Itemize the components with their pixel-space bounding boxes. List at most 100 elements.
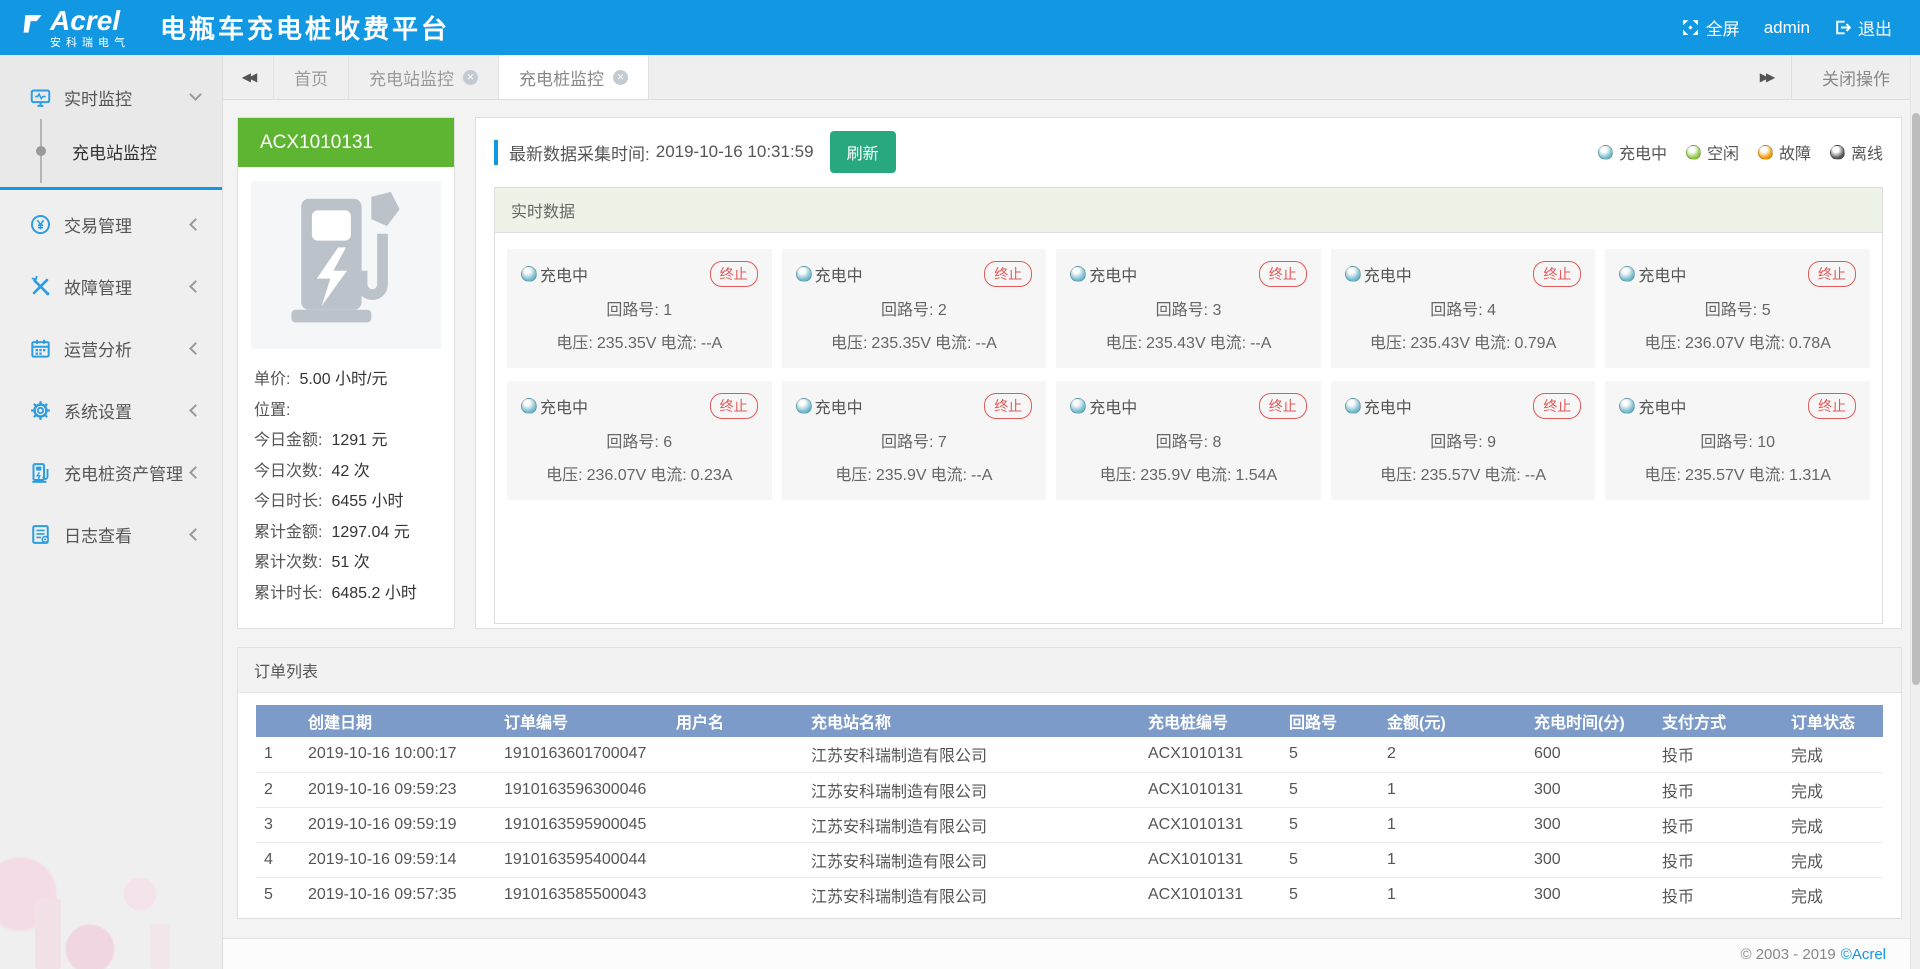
terminate-button[interactable]: 终止: [710, 261, 758, 287]
scrollbar-thumb[interactable]: [1912, 113, 1920, 685]
circuit-card-7: 充电中终止回路号: 7电压:235.9V电流:--A: [782, 381, 1047, 500]
index-column-header: [256, 705, 300, 737]
analysis-icon: [30, 338, 51, 359]
voltage-label: 电压:: [835, 467, 871, 484]
sidebar-menu: 实时监控充电站监控交易管理故障管理运营分析系统设置充电桩资产管理日志查看: [0, 55, 222, 562]
current-value: --A: [975, 335, 996, 352]
tab-close-icon[interactable]: ✕: [463, 70, 478, 85]
sidebar-item-operation-analysis[interactable]: 运营分析: [0, 320, 222, 376]
terminate-button[interactable]: 终止: [1533, 261, 1581, 287]
status-dot-icon: [1758, 145, 1773, 160]
stat-label: 累计次数:: [254, 548, 322, 579]
circuit-status-label: 充电中: [815, 262, 863, 286]
current-label: 电流:: [931, 467, 967, 484]
terminate-button[interactable]: 终止: [1533, 393, 1581, 419]
circuit-number-line: 回路号: 2: [796, 296, 1033, 320]
device-id: ACX1010131: [238, 118, 454, 167]
close-operations-button[interactable]: 关闭操作: [1791, 55, 1920, 99]
table-cell: 2: [1379, 737, 1526, 772]
sidebar-item-fault-mgmt[interactable]: 故障管理: [0, 258, 222, 314]
sidebar-item-pile-asset-mgmt[interactable]: 充电桩资产管理: [0, 444, 222, 500]
current-label: 电流:: [935, 335, 971, 352]
tab-close-icon[interactable]: ✕: [613, 70, 628, 85]
circuit-values-line: 电压:236.07V电流:0.78A: [1619, 329, 1856, 353]
table-cell: 600: [1526, 737, 1654, 772]
table-cell: 300: [1526, 842, 1654, 877]
circuit-number-line: 回路号: 9: [1345, 428, 1582, 452]
charging-status-dot-icon: [796, 398, 812, 414]
circuit-card-header: 充电中终止: [521, 393, 758, 419]
collect-time-value: 2019-10-16 10:31:59: [656, 142, 814, 162]
sidebar-item-system-settings[interactable]: 系统设置: [0, 382, 222, 438]
fullscreen-button[interactable]: 全屏: [1682, 15, 1740, 40]
circuit-card-4: 充电中终止回路号: 4电压:235.43V电流:0.79A: [1331, 249, 1596, 368]
terminate-button[interactable]: 终止: [984, 393, 1032, 419]
footer-brand-link[interactable]: ©Acrel: [1841, 946, 1886, 963]
table-cell: [668, 807, 803, 842]
table-row: 12019-10-16 10:00:171910163601700047江苏安科…: [256, 737, 1883, 772]
circuit-number-label: 回路号:: [1156, 302, 1208, 319]
circuit-number-value: 4: [1487, 302, 1496, 319]
voltage-label: 电压:: [1380, 467, 1416, 484]
current-value: --A: [1250, 335, 1271, 352]
circuit-number-line: 回路号: 10: [1619, 428, 1856, 452]
page-scrollbar[interactable]: [1910, 55, 1920, 969]
circuit-number-value: 6: [663, 434, 672, 451]
sidebar-item-log-view[interactable]: 日志查看: [0, 506, 222, 562]
tab-station-monitor[interactable]: 充电站监控 ✕: [349, 55, 499, 99]
refresh-button[interactable]: 刷新: [830, 131, 896, 173]
sidebar-item-realtime-monitor[interactable]: 实时监控: [0, 69, 222, 125]
table-cell: 5: [1281, 772, 1379, 807]
table-cell: 300: [1526, 807, 1654, 842]
terminate-button[interactable]: 终止: [1259, 261, 1307, 287]
table-cell: 5: [256, 877, 300, 912]
table-cell: 1: [1379, 842, 1526, 877]
circuit-status-label: 充电中: [1364, 262, 1412, 286]
table-cell: ACX1010131: [1140, 877, 1281, 912]
tab-home[interactable]: 首页: [273, 55, 349, 99]
circuit-card-6: 充电中终止回路号: 6电压:236.07V电流:0.23A: [507, 381, 772, 500]
logout-button[interactable]: 退出: [1834, 15, 1892, 40]
current-label: 电流:: [1474, 335, 1510, 352]
device-icon-box: [251, 181, 441, 349]
log-icon: [30, 524, 51, 545]
chevron-left-icon: [189, 404, 202, 417]
chevron-down-icon: [189, 88, 202, 101]
scroll-tabs-left-icon[interactable]: ◀◀: [223, 55, 273, 99]
charging-status-dot-icon: [1070, 398, 1086, 414]
device-stats: 单价:5.00 小时/元位置:今日金额:1291 元今日次数:42 次今日时长:…: [238, 363, 454, 611]
circuit-number-label: 回路号:: [1705, 302, 1757, 319]
orders-table-wrap: 创建日期订单编号用户名充电站名称充电桩编号回路号金额(元)充电时间(分)支付方式…: [238, 693, 1901, 918]
tab-pile-monitor[interactable]: 充电桩监控✕: [499, 55, 649, 99]
table-cell: 江苏安科瑞制造有限公司: [803, 737, 1140, 772]
terminate-button[interactable]: 终止: [1259, 393, 1307, 419]
current-label: 电流:: [1210, 335, 1246, 352]
voltage-value: 235.57V: [1421, 467, 1481, 484]
circuit-card-header: 充电中终止: [1345, 393, 1582, 419]
sidebar-subitem-station-monitor[interactable]: 充电站监控: [0, 125, 222, 177]
accent-bar: [494, 140, 498, 165]
terminate-button[interactable]: 终止: [710, 393, 758, 419]
table-cell: 完成: [1783, 772, 1883, 807]
circuit-values-line: 电压:235.57V电流:--A: [1345, 461, 1582, 485]
username-link[interactable]: admin: [1764, 18, 1810, 38]
table-row: 22019-10-16 09:59:231910163596300046江苏安科…: [256, 772, 1883, 807]
scroll-tabs-right-icon[interactable]: ▶▶: [1741, 55, 1791, 99]
table-cell: 完成: [1783, 807, 1883, 842]
sidebar-item-label: 充电桩资产管理: [64, 460, 191, 485]
table-cell: 3: [256, 807, 300, 842]
terminate-button[interactable]: 终止: [1808, 261, 1856, 287]
terminate-button[interactable]: 终止: [984, 261, 1032, 287]
table-row: 32019-10-16 09:59:191910163595900045江苏安科…: [256, 807, 1883, 842]
terminate-button[interactable]: 终止: [1808, 393, 1856, 419]
sidebar-decoration: [0, 799, 222, 969]
circuit-status-label: 充电中: [1638, 394, 1686, 418]
legend-label: 故障: [1779, 140, 1811, 164]
tab-label: 充电站监控: [369, 65, 454, 90]
circuit-card-header: 充电中终止: [1070, 393, 1307, 419]
sidebar-item-transaction-mgmt[interactable]: 交易管理: [0, 196, 222, 252]
circuit-card-3: 充电中终止回路号: 3电压:235.43V电流:--A: [1056, 249, 1321, 368]
realtime-data-panel: 实时数据 充电中终止回路号: 1电压:235.35V电流:--A充电中终止回路号…: [494, 187, 1883, 624]
tabbar: ◀◀ 首页充电站监控✕充电桩监控✕ ▶▶ 关闭操作: [223, 55, 1920, 100]
monitor-topline: 最新数据采集时间: 2019-10-16 10:31:59 刷新 充电中空闲故障…: [476, 118, 1901, 184]
